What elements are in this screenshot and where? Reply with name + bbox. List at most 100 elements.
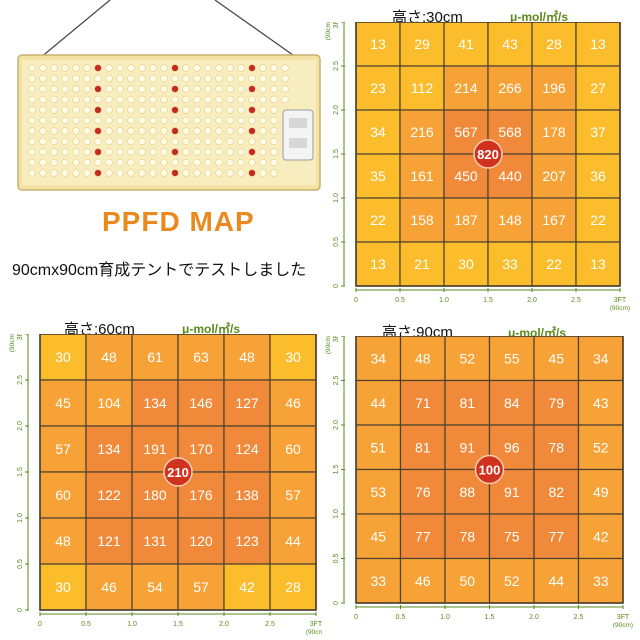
white-led bbox=[193, 158, 201, 167]
white-led bbox=[182, 116, 190, 125]
white-led bbox=[28, 74, 36, 83]
cell-value: 161 bbox=[410, 168, 434, 184]
white-led bbox=[204, 85, 212, 93]
white-led bbox=[193, 85, 201, 93]
heatmap-cell bbox=[85, 425, 133, 473]
cell-value: 78 bbox=[459, 528, 475, 544]
cell-value: 134 bbox=[97, 441, 121, 457]
red-led bbox=[248, 148, 256, 156]
white-led bbox=[72, 85, 80, 93]
white-led bbox=[226, 116, 234, 125]
heatmap-cell bbox=[355, 241, 401, 287]
heatmap-cell bbox=[85, 563, 133, 611]
white-led bbox=[105, 127, 113, 135]
cell-value: 13 bbox=[590, 256, 606, 272]
cell-value: 43 bbox=[593, 395, 609, 411]
heatmap-cell bbox=[223, 379, 271, 427]
white-led bbox=[138, 74, 146, 83]
white-led bbox=[237, 137, 245, 146]
white-led bbox=[259, 106, 267, 114]
white-led bbox=[215, 64, 223, 72]
cell-value: 112 bbox=[411, 80, 434, 96]
heatmap-cell bbox=[355, 424, 402, 471]
heatmap-cell bbox=[355, 513, 402, 560]
heatmap-cell bbox=[443, 241, 489, 287]
cell-value: 44 bbox=[370, 395, 386, 411]
heatmap-cell bbox=[531, 197, 577, 243]
x-tick-label: 0 bbox=[354, 297, 358, 304]
white-led bbox=[94, 158, 102, 167]
cell-value: 22 bbox=[370, 212, 386, 228]
heatmap-cell bbox=[533, 379, 580, 426]
white-led bbox=[127, 74, 135, 83]
white-led bbox=[237, 64, 245, 72]
white-led bbox=[72, 116, 80, 125]
heatmap-cell bbox=[355, 557, 402, 604]
heatmap-cell bbox=[575, 197, 621, 243]
white-led bbox=[116, 169, 124, 177]
center-value: 820 bbox=[477, 147, 499, 162]
white-led bbox=[116, 116, 124, 125]
white-led bbox=[226, 64, 234, 72]
white-led bbox=[72, 64, 80, 72]
white-led bbox=[94, 116, 102, 125]
cell-value: 13 bbox=[590, 36, 606, 52]
cell-value: 13 bbox=[370, 256, 386, 272]
y-tick-label: 3FT bbox=[333, 336, 340, 342]
white-led bbox=[72, 127, 80, 135]
heatmap-cell bbox=[39, 563, 87, 611]
white-led bbox=[259, 148, 267, 156]
cell-value: 49 bbox=[593, 484, 609, 500]
white-led bbox=[270, 106, 278, 114]
white-led bbox=[127, 106, 135, 114]
x-tick-label: 2.5 bbox=[574, 614, 584, 621]
red-led bbox=[94, 127, 102, 135]
y-tick-label: 2.0 bbox=[333, 105, 340, 115]
cell-value: 91 bbox=[459, 439, 475, 455]
cell-value: 88 bbox=[459, 484, 475, 500]
white-led bbox=[149, 106, 157, 114]
white-led bbox=[215, 74, 223, 83]
white-led bbox=[61, 158, 69, 167]
heatmap-cell bbox=[355, 65, 401, 111]
cell-value: 214 bbox=[454, 80, 478, 96]
heatmap-cell bbox=[487, 197, 533, 243]
cell-value: 57 bbox=[55, 441, 71, 457]
y-axis-unit: (90cm) bbox=[325, 336, 332, 354]
white-led bbox=[50, 127, 58, 135]
white-led bbox=[248, 74, 256, 83]
cell-value: 216 bbox=[410, 124, 434, 140]
white-led bbox=[160, 74, 168, 83]
heatmap-cell bbox=[355, 336, 402, 382]
cell-value: 33 bbox=[370, 573, 386, 589]
white-led bbox=[28, 127, 36, 135]
cell-value: 180 bbox=[143, 487, 167, 503]
unit-label-60cm: μ-mol/㎡/s bbox=[182, 322, 241, 336]
cell-value: 146 bbox=[189, 395, 213, 411]
white-led bbox=[72, 158, 80, 167]
white-led bbox=[248, 158, 256, 167]
cell-value: 568 bbox=[498, 124, 522, 140]
cell-value: 21 bbox=[414, 256, 430, 272]
white-led bbox=[61, 148, 69, 156]
grid-border bbox=[355, 336, 624, 604]
white-led bbox=[39, 64, 47, 72]
cell-value: 30 bbox=[285, 349, 301, 365]
red-led bbox=[94, 106, 102, 114]
white-led bbox=[72, 137, 80, 146]
white-led bbox=[160, 137, 168, 146]
white-led bbox=[105, 85, 113, 93]
white-led bbox=[237, 106, 245, 114]
white-led bbox=[182, 158, 190, 167]
red-led bbox=[248, 85, 256, 93]
white-led bbox=[83, 106, 91, 114]
cell-value: 54 bbox=[147, 579, 163, 595]
white-led bbox=[28, 148, 36, 156]
white-led bbox=[270, 85, 278, 93]
white-led bbox=[127, 95, 135, 104]
red-led bbox=[94, 85, 102, 93]
heatmap-cell bbox=[269, 425, 317, 473]
cell-value: 123 bbox=[235, 533, 259, 549]
cell-value: 148 bbox=[498, 212, 522, 228]
cell-value: 43 bbox=[502, 36, 518, 52]
